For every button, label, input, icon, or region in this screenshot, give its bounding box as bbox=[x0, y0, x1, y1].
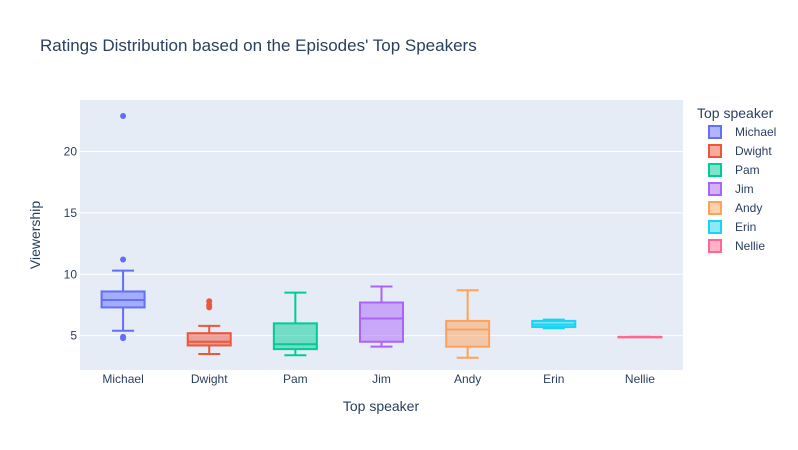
chart-title: Ratings Distribution based on the Episod… bbox=[40, 36, 477, 55]
legend-swatch bbox=[708, 163, 722, 177]
legend[interactable]: Michael Dwight Pam Jim Andy Erin Nellie bbox=[708, 125, 776, 253]
x-tick-label: Dwight bbox=[191, 372, 228, 386]
y-tick-label: 15 bbox=[64, 206, 78, 220]
box-pam bbox=[272, 291, 318, 357]
legend-label: Nellie bbox=[735, 239, 765, 253]
outlier-point bbox=[206, 304, 213, 311]
legend-item-andy[interactable]: Andy bbox=[708, 201, 762, 215]
legend-swatch bbox=[708, 220, 722, 234]
legend-title: Top speaker bbox=[697, 105, 774, 121]
iqr-box bbox=[272, 322, 318, 351]
x-tick-label: Andy bbox=[454, 372, 481, 386]
box-jim bbox=[359, 285, 404, 348]
y-tick-label: 5 bbox=[70, 329, 77, 343]
legend-label: Erin bbox=[735, 220, 756, 234]
y-axis-ticks: 5 10 15 20 bbox=[64, 145, 78, 343]
legend-item-dwight[interactable]: Dwight bbox=[708, 144, 772, 158]
legend-item-jim[interactable]: Jim bbox=[708, 182, 754, 196]
x-tick-label: Pam bbox=[283, 372, 308, 386]
box-michael bbox=[100, 112, 146, 342]
x-tick-label: Nellie bbox=[625, 372, 655, 386]
legend-label: Jim bbox=[735, 182, 754, 196]
iqr-box bbox=[445, 319, 491, 348]
x-tick-label: Jim bbox=[372, 372, 391, 386]
legend-swatch bbox=[708, 201, 722, 215]
x-tick-label: Erin bbox=[543, 372, 564, 386]
y-axis-title: Viewership bbox=[27, 201, 43, 269]
iqr-box bbox=[186, 332, 232, 347]
legend-swatch bbox=[708, 144, 722, 158]
legend-item-nellie[interactable]: Nellie bbox=[708, 239, 765, 253]
box-andy bbox=[445, 289, 491, 359]
gridlines bbox=[80, 151, 683, 337]
box-nellie bbox=[617, 335, 663, 339]
legend-item-erin[interactable]: Erin bbox=[708, 220, 756, 234]
box-erin bbox=[531, 318, 577, 330]
outlier-point bbox=[120, 112, 127, 119]
y-tick-label: 20 bbox=[64, 145, 78, 159]
box-dwight bbox=[186, 298, 232, 356]
box-series bbox=[100, 112, 663, 359]
legend-item-michael[interactable]: Michael bbox=[708, 125, 776, 139]
legend-label: Dwight bbox=[735, 144, 772, 158]
legend-swatch bbox=[708, 182, 722, 196]
iqr-box bbox=[359, 301, 404, 343]
legend-swatch bbox=[708, 125, 722, 139]
legend-label: Michael bbox=[735, 125, 776, 139]
outlier-point bbox=[120, 335, 127, 342]
y-tick-label: 10 bbox=[64, 267, 78, 281]
x-axis-ticks: Michael Dwight Pam Jim Andy Erin Nellie bbox=[102, 372, 655, 386]
legend-item-pam[interactable]: Pam bbox=[708, 163, 760, 177]
legend-label: Andy bbox=[735, 201, 762, 215]
legend-swatch bbox=[708, 239, 722, 253]
legend-label: Pam bbox=[735, 163, 760, 177]
outlier-point bbox=[120, 256, 127, 263]
x-tick-label: Michael bbox=[102, 372, 143, 386]
x-axis-title: Top speaker bbox=[343, 398, 420, 414]
